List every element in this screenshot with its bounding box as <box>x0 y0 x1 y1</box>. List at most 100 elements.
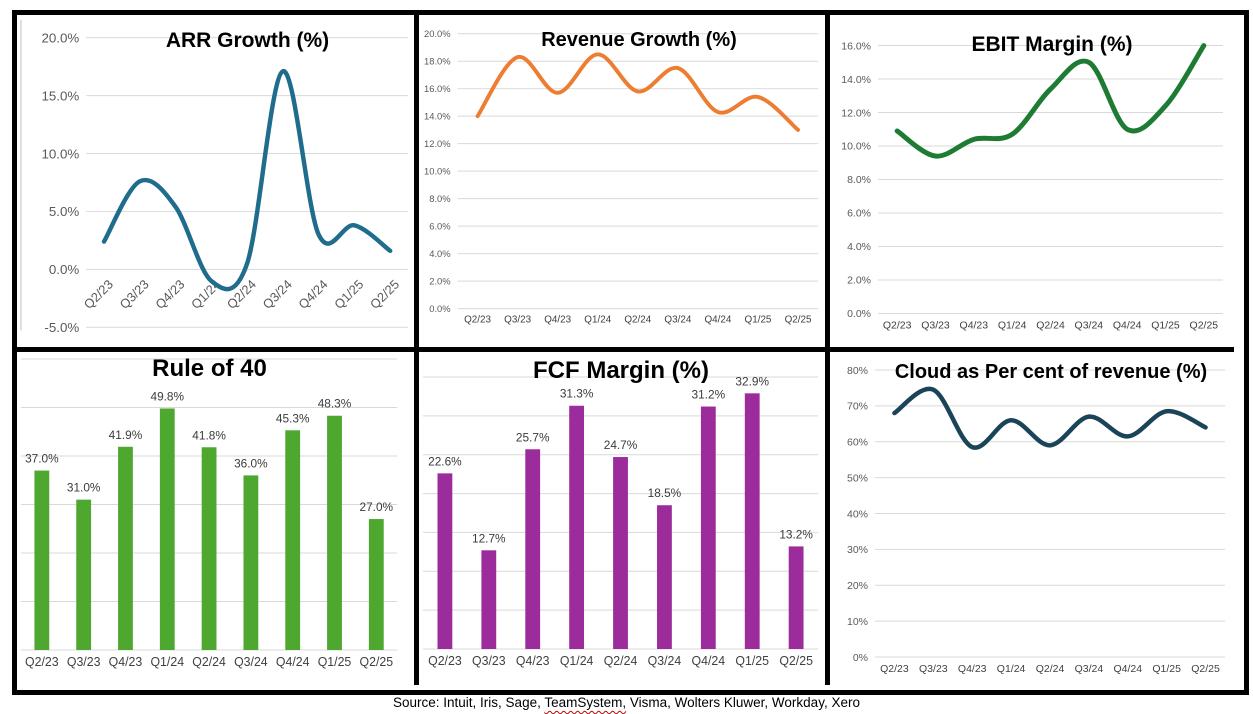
svg-text:25.7%: 25.7% <box>516 430 550 444</box>
svg-text:Q1/24: Q1/24 <box>998 320 1027 331</box>
svg-text:Q3/23: Q3/23 <box>472 654 506 668</box>
svg-text:4.0%: 4.0% <box>429 249 450 259</box>
svg-text:49.8%: 49.8% <box>150 389 184 403</box>
svg-text:6.0%: 6.0% <box>429 222 450 232</box>
svg-text:Q2/25: Q2/25 <box>785 314 812 325</box>
svg-text:70%: 70% <box>847 401 868 413</box>
rule-of-40-plot: Q2/23 Q3/23 Q4/23 Q1/24 Q2/24 Q3/24 Q4/24 Q1/25… <box>20 358 398 669</box>
svg-text:Q2/24: Q2/24 <box>224 277 259 312</box>
svg-text:Q2/25: Q2/25 <box>367 277 402 312</box>
rule-of-40-title: Rule of 40 <box>152 355 267 382</box>
svg-text:10.0%: 10.0% <box>841 142 871 153</box>
svg-text:60%: 60% <box>847 437 868 449</box>
svg-text:20%: 20% <box>847 580 868 592</box>
svg-text:22.6%: 22.6% <box>428 454 462 468</box>
svg-text:31.0%: 31.0% <box>67 481 101 495</box>
svg-text:18.5%: 18.5% <box>648 486 682 500</box>
svg-text:8.0%: 8.0% <box>847 175 871 186</box>
svg-text:41.9%: 41.9% <box>109 428 143 442</box>
svg-text:0%: 0% <box>853 652 868 664</box>
ebit-margin-panel: EBIT Margin (%) 0.0% 2.0% 4.0% 6.0% 8.0% 10.0… <box>830 15 1234 352</box>
svg-text:Q4/24: Q4/24 <box>1113 663 1142 675</box>
source-note-prefix: Source: Intuit, Iris, Sage, <box>393 695 545 710</box>
svg-text:16.0%: 16.0% <box>841 41 871 52</box>
svg-text:Q4/24: Q4/24 <box>704 314 731 325</box>
source-note-suffix: Visma, Wolters Kluwer, Workday, Xero <box>626 695 860 710</box>
svg-text:14.0%: 14.0% <box>424 112 451 122</box>
svg-text:Q3/24: Q3/24 <box>260 277 295 312</box>
svg-text:Q1/25: Q1/25 <box>318 655 352 669</box>
svg-text:20.0%: 20.0% <box>41 30 79 45</box>
svg-text:20.0%: 20.0% <box>424 29 451 39</box>
svg-text:10%: 10% <box>847 616 868 628</box>
svg-text:12.0%: 12.0% <box>841 108 871 119</box>
svg-text:Q1/24: Q1/24 <box>150 655 184 669</box>
svg-text:Q1/24: Q1/24 <box>560 654 594 668</box>
svg-text:Q4/23: Q4/23 <box>958 663 987 675</box>
svg-text:48.3%: 48.3% <box>318 397 352 411</box>
svg-text:Q2/23: Q2/23 <box>81 277 116 312</box>
svg-text:Q2/24: Q2/24 <box>624 314 651 325</box>
svg-text:-5.0%: -5.0% <box>44 320 79 335</box>
svg-text:Q3/23: Q3/23 <box>116 277 151 312</box>
svg-text:27.0%: 27.0% <box>360 500 394 514</box>
svg-text:31.3%: 31.3% <box>560 387 594 401</box>
svg-text:Q4/23: Q4/23 <box>960 320 989 331</box>
svg-text:37.0%: 37.0% <box>25 451 59 465</box>
svg-text:Q3/23: Q3/23 <box>921 320 950 331</box>
svg-text:Q3/24: Q3/24 <box>1075 320 1104 331</box>
svg-text:2.0%: 2.0% <box>847 276 871 287</box>
ebit-margin-title: EBIT Margin (%) <box>971 33 1133 56</box>
svg-text:30%: 30% <box>847 544 868 556</box>
svg-text:Q2/23: Q2/23 <box>880 663 909 675</box>
svg-text:0.0%: 0.0% <box>847 309 871 320</box>
svg-text:Q1/25: Q1/25 <box>1152 663 1181 675</box>
svg-text:6.0%: 6.0% <box>847 209 871 220</box>
arr-growth-title: ARR Growth (%) <box>165 29 330 52</box>
svg-text:36.0%: 36.0% <box>234 456 268 470</box>
svg-text:12.0%: 12.0% <box>424 139 451 149</box>
svg-text:Q3/23: Q3/23 <box>67 655 101 669</box>
svg-text:31.2%: 31.2% <box>692 387 726 401</box>
svg-text:5.0%: 5.0% <box>49 204 80 219</box>
svg-text:12.7%: 12.7% <box>472 531 506 545</box>
svg-text:Q1/25: Q1/25 <box>745 314 772 325</box>
svg-text:Q4/23: Q4/23 <box>544 314 571 325</box>
cloud-revenue-plot: 0% 10% 20% 30% 40% 50% 60% 70% 80% Q2/23 Q3/23 Q4/2… <box>847 365 1225 675</box>
svg-text:Q2/25: Q2/25 <box>779 654 813 668</box>
svg-text:Q4/23: Q4/23 <box>152 277 187 312</box>
svg-text:Q4/23: Q4/23 <box>516 654 550 668</box>
svg-text:Q4/24: Q4/24 <box>692 654 726 668</box>
svg-text:45.3%: 45.3% <box>276 411 310 425</box>
svg-text:4.0%: 4.0% <box>847 242 871 253</box>
source-note: Source: Intuit, Iris, Sage, TeamSystem, … <box>0 694 1253 714</box>
svg-text:0.0%: 0.0% <box>429 304 450 314</box>
svg-text:Q2/25: Q2/25 <box>1191 663 1220 675</box>
svg-text:Q1/25: Q1/25 <box>331 277 366 312</box>
svg-text:Q2/24: Q2/24 <box>1036 320 1065 331</box>
svg-text:80%: 80% <box>847 365 868 377</box>
svg-text:Q3/24: Q3/24 <box>1075 663 1104 675</box>
svg-text:Q2/23: Q2/23 <box>25 655 59 669</box>
svg-text:2.0%: 2.0% <box>429 276 450 286</box>
svg-text:Q1/25: Q1/25 <box>735 654 769 668</box>
svg-text:Q2/24: Q2/24 <box>1036 663 1065 675</box>
svg-text:32.9%: 32.9% <box>735 374 769 388</box>
svg-text:Q2/23: Q2/23 <box>464 314 491 325</box>
svg-text:Q1/25: Q1/25 <box>1151 320 1180 331</box>
svg-text:Q3/23: Q3/23 <box>504 314 531 325</box>
arr-growth-panel: ARR Growth (%) -5.0% 0.0% 5.0% 10.0% 15.0% 20… <box>17 15 419 352</box>
svg-text:24.7%: 24.7% <box>604 438 638 452</box>
svg-text:50%: 50% <box>847 472 868 484</box>
svg-text:Q1/24: Q1/24 <box>584 314 611 325</box>
svg-text:Q1/24: Q1/24 <box>188 277 223 312</box>
cloud-revenue-panel: Cloud as Per cent of revenue (%) 0% 10% 20… <box>830 352 1234 685</box>
svg-text:13.2%: 13.2% <box>779 527 813 541</box>
revenue-growth-panel: Revenue Growth (%) 0.0% 2.0% 4.0% 6.0% 8.0% 1… <box>419 15 830 352</box>
svg-text:18.0%: 18.0% <box>424 57 451 67</box>
revenue-growth-plot: 0.0% 2.0% 4.0% 6.0% 8.0% 10.0% 12.0% 14.0% 16.0%… <box>424 29 819 325</box>
svg-text:Q2/25: Q2/25 <box>360 655 394 669</box>
svg-text:Q3/24: Q3/24 <box>664 314 691 325</box>
arr-growth-plot: -5.0%0.0%5.0%10.0%15.0%20.0%Q2/23 Q3/23 Q4… <box>20 19 409 335</box>
revenue-growth-title: Revenue Growth (%) <box>541 29 737 51</box>
